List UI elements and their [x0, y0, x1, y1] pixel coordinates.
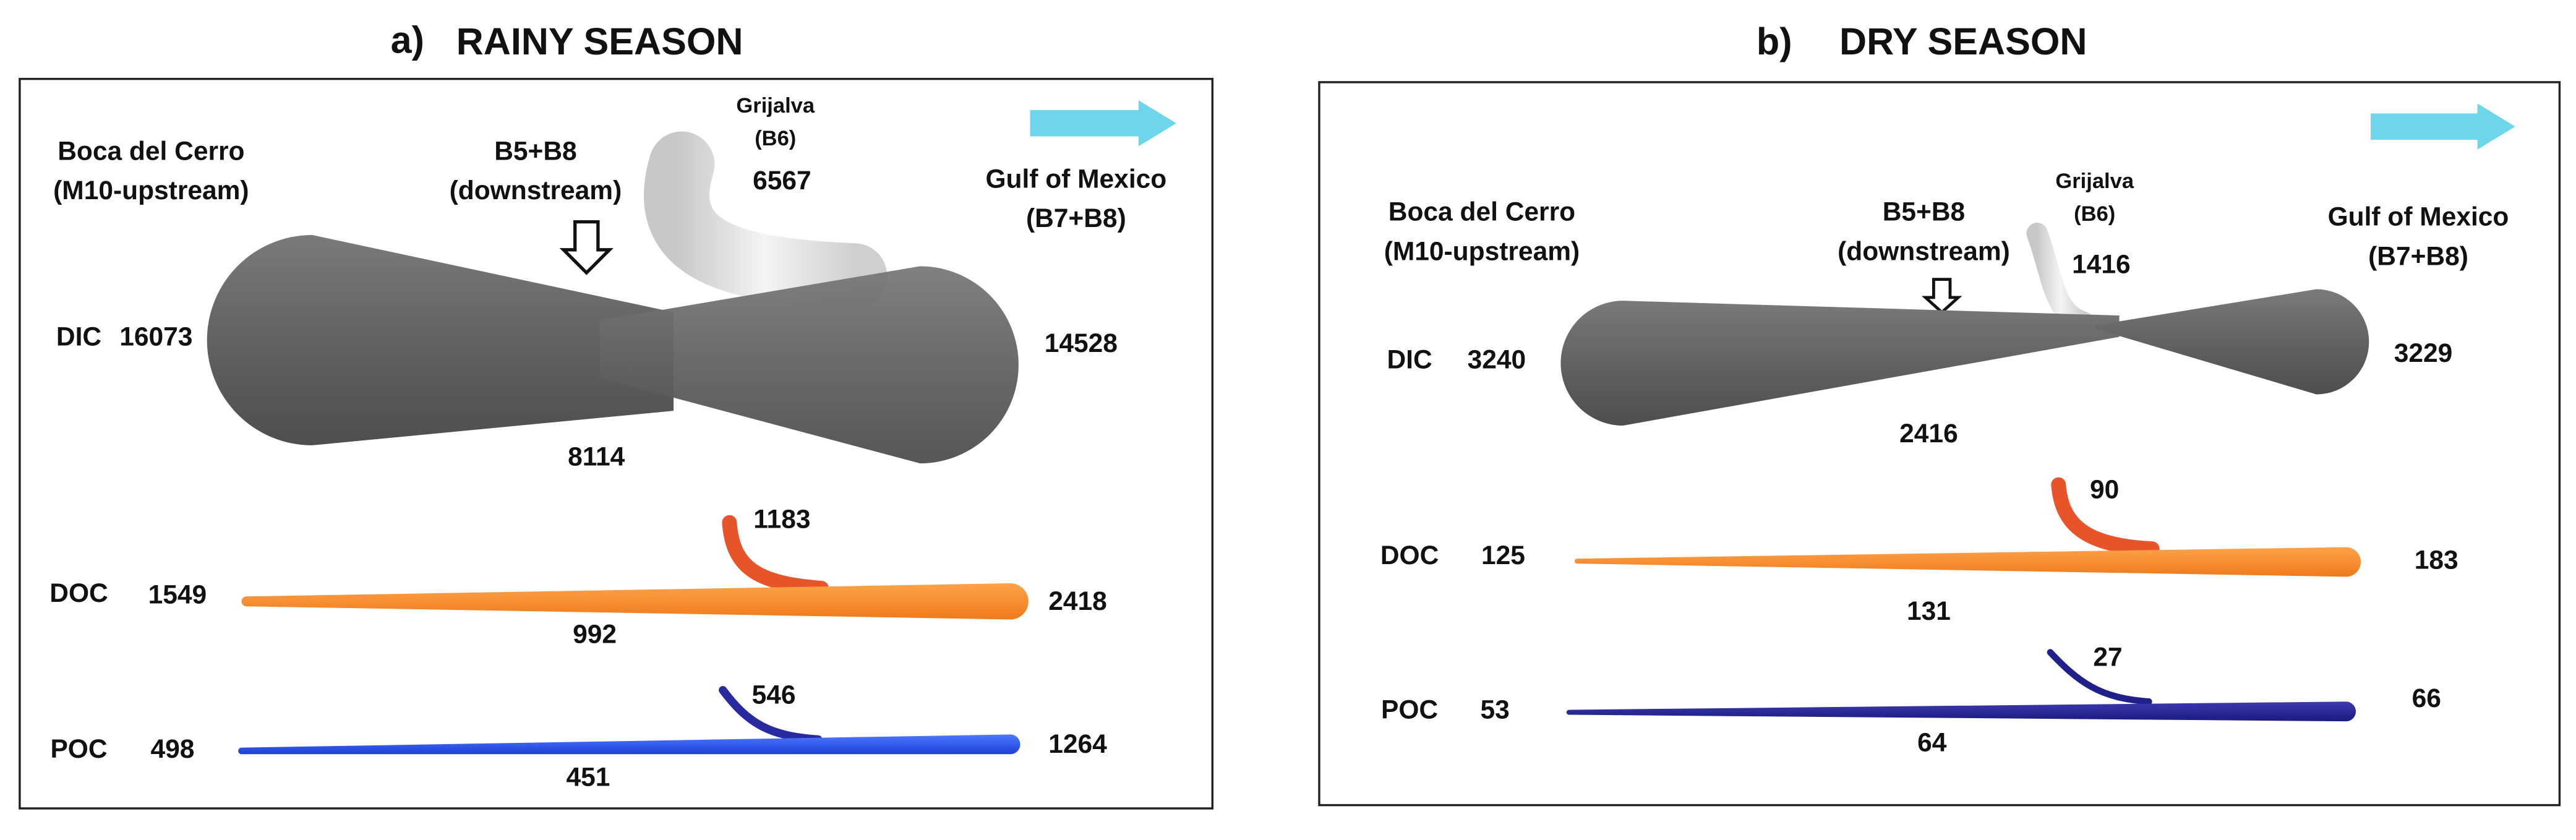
flow-arrow — [2370, 103, 2515, 150]
flux-value: 451 — [566, 763, 610, 792]
row-label: POC — [1381, 695, 1438, 724]
flux-value: 183 — [2415, 546, 2458, 575]
outflow-body — [599, 266, 1019, 464]
panel-frame — [1318, 81, 2561, 807]
station-name: B5+B8 — [494, 137, 576, 166]
flux-value: 3240 — [1468, 346, 1526, 375]
flux-value: 2418 — [1048, 587, 1107, 616]
panel-title: RAINY SEASON — [456, 20, 743, 62]
down-arrow — [1921, 278, 1962, 314]
flux-value: 1416 — [2072, 251, 2131, 280]
flux-value: 1183 — [753, 505, 810, 534]
panel-title: DRY SEASON — [1839, 20, 2087, 62]
station-name: Grijalva — [2055, 169, 2134, 193]
station-code: (B7+B8) — [2368, 242, 2468, 271]
outflow-body — [2094, 289, 2369, 395]
tributary-tube — [722, 515, 829, 596]
flux-value: 1264 — [1048, 730, 1107, 759]
tributary-tube — [719, 686, 823, 744]
flux-value: 546 — [752, 681, 796, 710]
flux-value: 14528 — [1045, 329, 1118, 358]
doc-body — [1575, 547, 2361, 577]
down-arrow — [559, 220, 614, 275]
doc-body — [241, 583, 1029, 620]
flux-value: 64 — [1917, 729, 1947, 758]
flux-value: 90 — [2090, 476, 2119, 505]
tributary-tube — [2047, 649, 2152, 705]
flux-value: 16073 — [119, 322, 192, 351]
station-code: (downstream) — [1838, 237, 2010, 266]
flow-arrow — [1030, 100, 1176, 147]
inflow-body — [207, 234, 674, 445]
flux-value: 1549 — [148, 581, 207, 610]
station-code: (downstream) — [450, 176, 622, 205]
flux-value: 2416 — [1899, 419, 1958, 448]
station-name: Gulf of Mexico — [2328, 203, 2509, 232]
flux-value: 53 — [1481, 695, 1510, 724]
row-label: DOC — [49, 579, 108, 608]
station-code: (M10-upstream) — [1384, 237, 1580, 266]
flux-value: 125 — [1481, 541, 1525, 570]
station-code: (B7+B8) — [1026, 204, 1126, 233]
row-label: POC — [50, 735, 107, 764]
poc-body — [1566, 701, 2356, 722]
panel-frame — [19, 77, 1214, 810]
inflow-body — [1560, 301, 2120, 426]
station-name: B5+B8 — [1883, 198, 1965, 227]
station-name: Gulf of Mexico — [985, 165, 1166, 194]
row-label: DIC — [56, 322, 101, 351]
station-name: Boca del Cerro — [1389, 198, 1575, 227]
station-name: Boca del Cerro — [58, 137, 244, 166]
station-name: Grijalva — [736, 94, 815, 118]
tributary-tube — [2051, 477, 2160, 557]
station-code: (B6) — [2074, 202, 2115, 226]
flux-value: 3229 — [2394, 339, 2453, 368]
flux-value: 131 — [1907, 597, 1951, 626]
row-label: DOC — [1380, 541, 1439, 570]
flux-value: 6567 — [753, 166, 811, 195]
station-code: (B6) — [755, 127, 796, 150]
panel-label: a) — [391, 19, 424, 61]
flux-value: 8114 — [568, 442, 625, 471]
panel-label: b) — [1757, 20, 1792, 62]
flux-value: 992 — [573, 620, 617, 649]
flux-value: 27 — [2093, 643, 2122, 672]
tributary-tube — [644, 131, 888, 309]
station-code: (M10-upstream) — [53, 176, 249, 205]
poc-body — [238, 734, 1021, 755]
flux-value: 66 — [2412, 684, 2441, 713]
flux-value: 498 — [150, 735, 194, 764]
row-label: DIC — [1387, 346, 1432, 375]
